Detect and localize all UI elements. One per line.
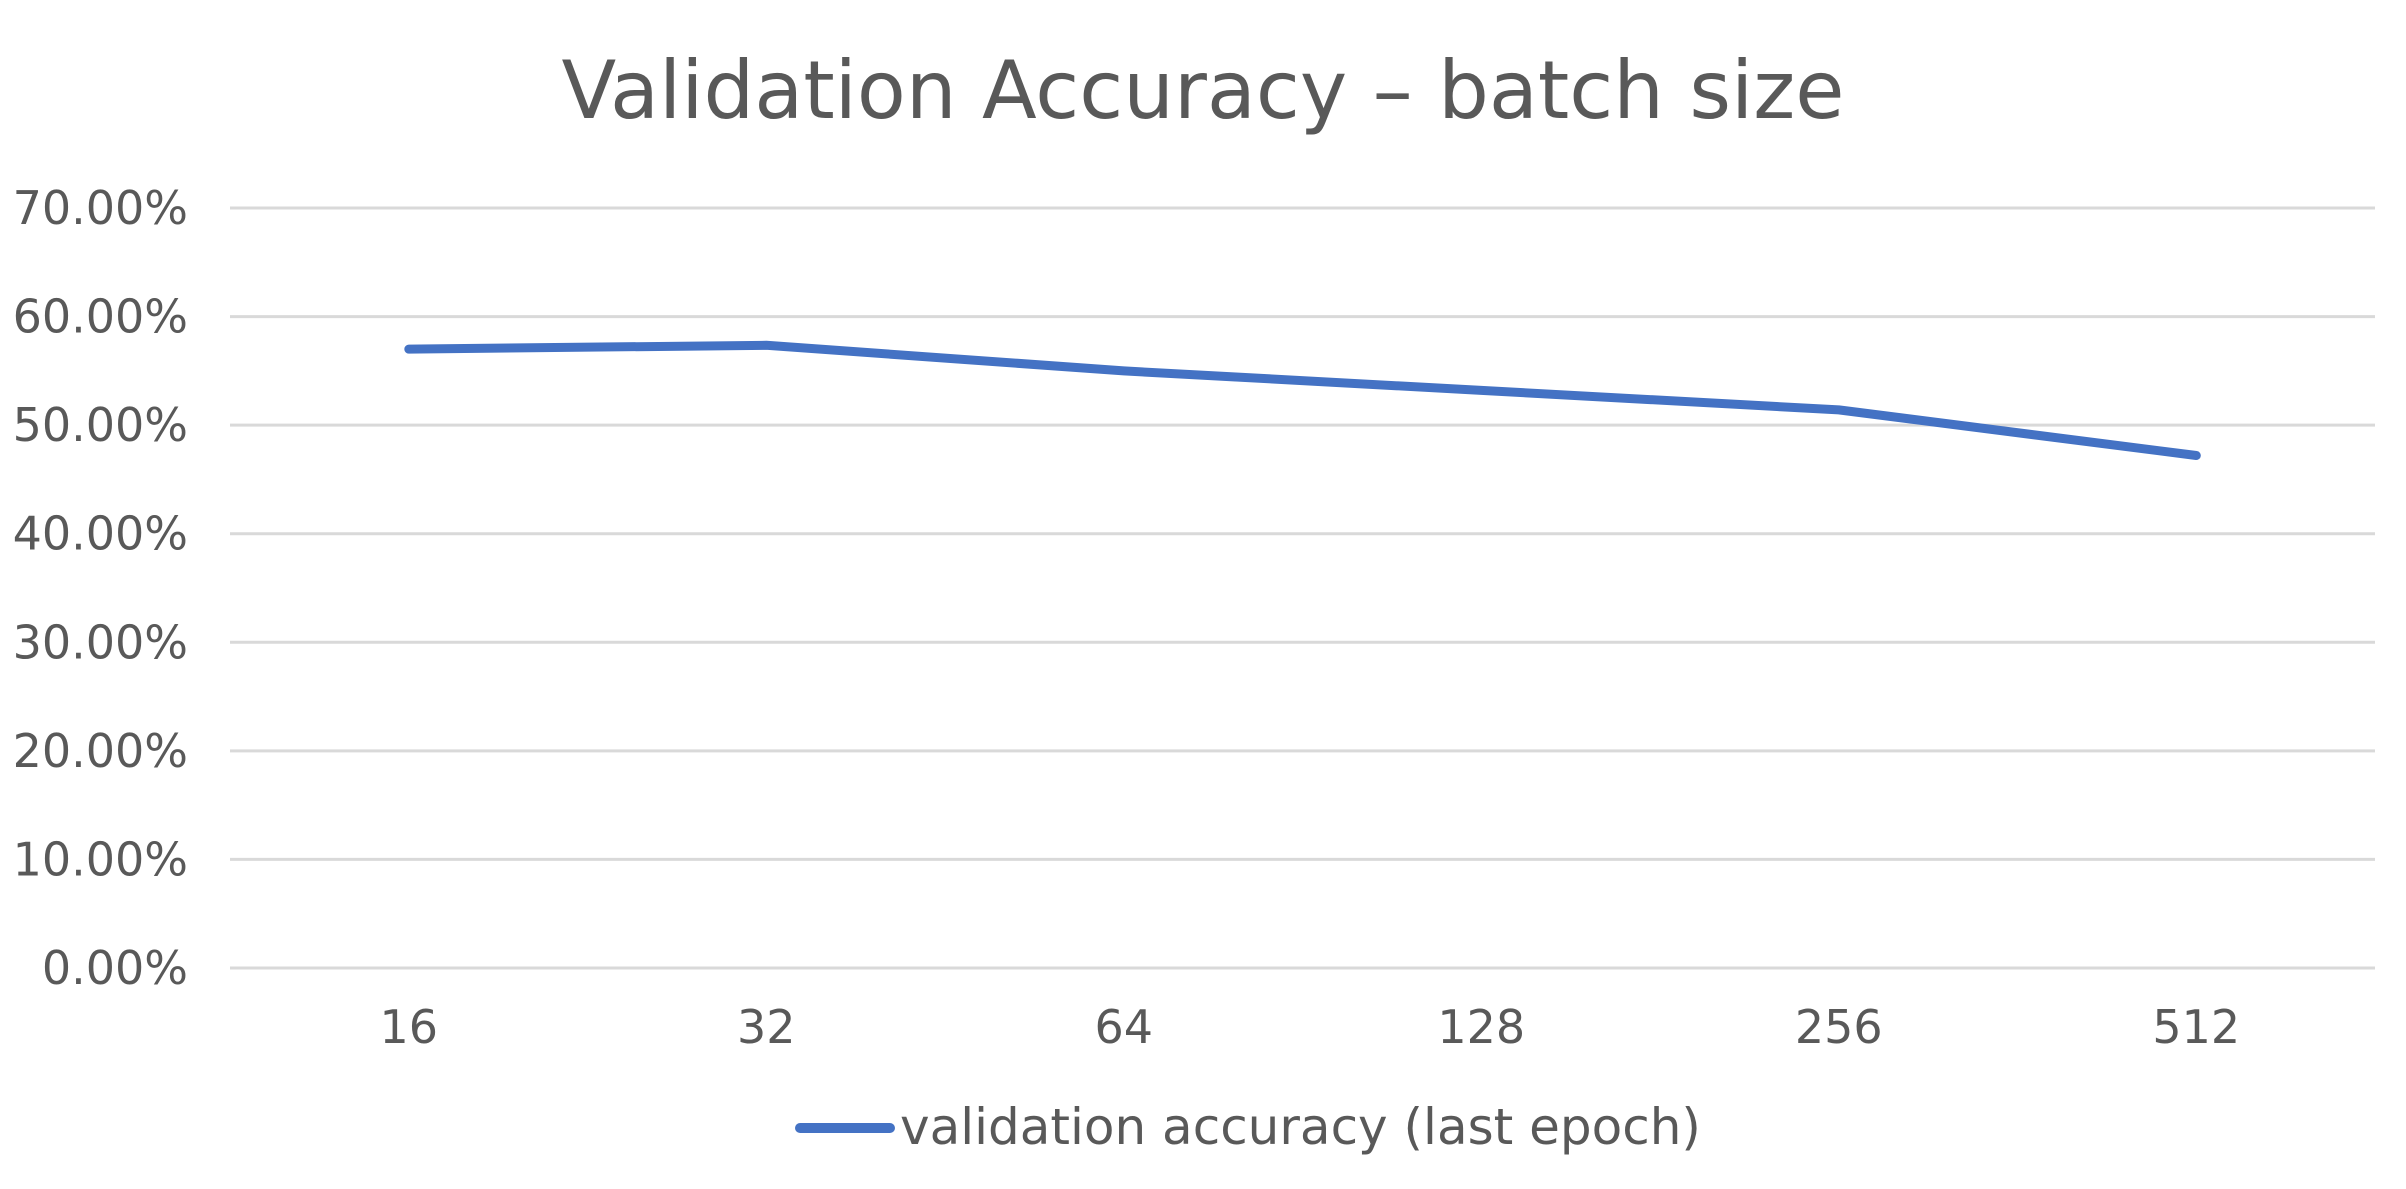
gridlines — [230, 206, 2375, 970]
x-axis-tick-labels: 16 32 64 128 256 512 — [379, 1000, 2240, 1054]
x-tick-label: 256 — [1795, 1000, 1883, 1054]
series-line — [404, 340, 2201, 460]
y-tick-label: 0.00% — [42, 941, 188, 995]
y-tick-label: 50.00% — [13, 398, 188, 452]
legend: validation accuracy (last epoch) — [795, 1098, 1701, 1156]
y-tick-label: 10.00% — [13, 832, 188, 886]
x-tick-label: 32 — [737, 1000, 796, 1054]
series-lines — [404, 340, 2201, 460]
legend-label: validation accuracy (last epoch) — [900, 1098, 1701, 1156]
x-tick-label: 16 — [379, 1000, 438, 1054]
y-axis-tick-labels: 0.00% 10.00% 20.00% 30.00% 40.00% 50.00% 60.00… — [13, 181, 188, 995]
x-tick-label: 128 — [1437, 1000, 1525, 1054]
x-tick-label: 64 — [1094, 1000, 1153, 1054]
y-tick-label: 60.00% — [13, 290, 188, 344]
y-tick-label: 40.00% — [13, 507, 188, 561]
y-tick-label: 30.00% — [13, 615, 188, 669]
y-tick-label: 70.00% — [13, 181, 188, 235]
x-tick-label: 512 — [2152, 1000, 2240, 1054]
y-tick-label: 20.00% — [13, 724, 188, 778]
chart-title: Validation Accuracy – batch size — [562, 44, 1845, 137]
